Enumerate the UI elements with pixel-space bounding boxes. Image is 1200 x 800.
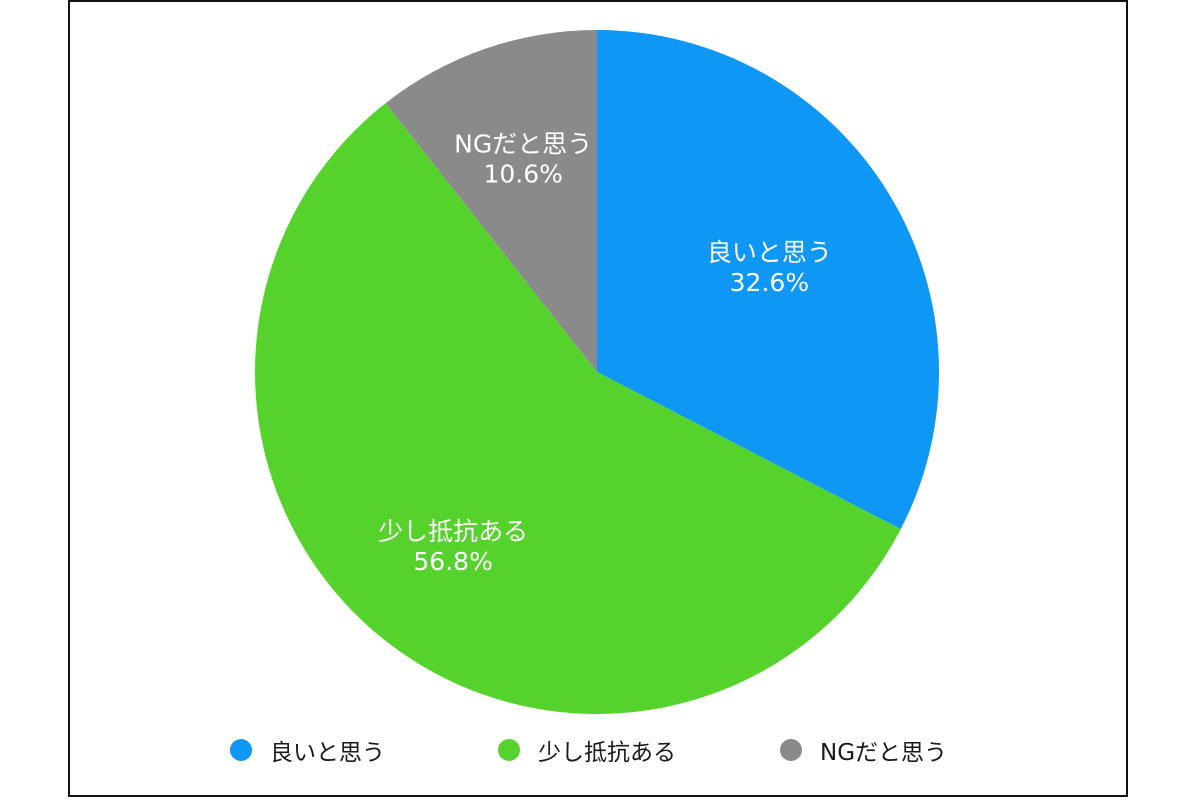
legend-item-ng: NGだと思う xyxy=(780,730,947,770)
slice-label-name-yoi: 良いと思う xyxy=(707,238,832,267)
legend-label-sukoshi: 少し抵抗ある xyxy=(538,740,676,766)
slice-label-value-yoi: 32.6% xyxy=(730,268,809,297)
pie-slices xyxy=(254,30,940,715)
legend-label-yoi: 良いと思う xyxy=(270,740,385,766)
slice-label-value-sukoshi: 56.8% xyxy=(413,547,492,576)
pie-slice-sukoshi xyxy=(254,103,901,715)
legend-swatch-sukoshi xyxy=(498,739,520,761)
pie-slice-ng xyxy=(385,30,597,372)
slice-label-name-sukoshi: 少し抵抗ある xyxy=(378,517,528,546)
legend: 良いと思う 少し抵抗ある NGだと思う xyxy=(70,730,1126,770)
legend-item-yoi: 良いと思う xyxy=(230,730,385,770)
legend-swatch-yoi xyxy=(230,739,252,761)
slice-label-value-ng: 10.6% xyxy=(484,160,563,189)
legend-swatch-ng xyxy=(780,739,802,761)
chart-frame: 良いと思う 32.6% 少し抵抗ある 56.8% NGだと思う 10.6% 良いと思う 少… xyxy=(68,0,1128,797)
slice-label-name-ng: NGだと思う xyxy=(454,130,592,159)
legend-item-sukoshi: 少し抵抗ある xyxy=(498,730,676,770)
pie-slice-yoi xyxy=(597,30,940,530)
legend-label-ng: NGだと思う xyxy=(820,740,948,766)
